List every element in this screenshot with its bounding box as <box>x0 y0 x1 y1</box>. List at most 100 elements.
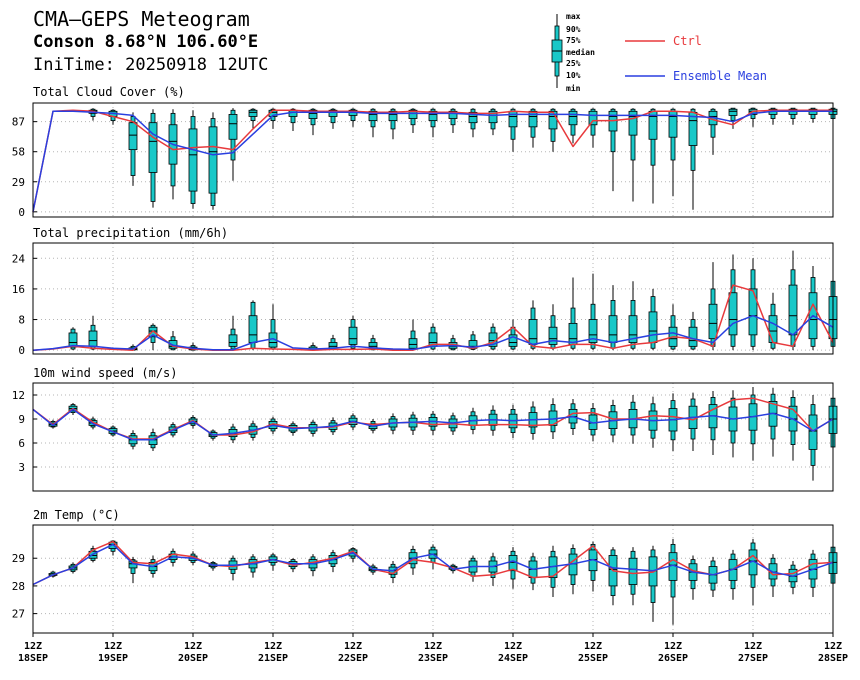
x-tick-label: 12Z <box>504 641 522 652</box>
y-tick-label: 24 <box>12 252 26 265</box>
x-tick-label: 12Z <box>584 641 602 652</box>
box-25-75 <box>448 110 458 119</box>
box-25-75 <box>248 315 258 343</box>
ensemble-box <box>528 552 538 591</box>
ensemble-box <box>708 391 718 455</box>
panel-title: 10m wind speed (m/s) <box>33 366 178 380</box>
x-tick-label: 12Z <box>184 641 202 652</box>
ensemble-box <box>628 547 638 606</box>
ensemble-box <box>568 108 578 144</box>
ctrl-line <box>32 109 833 212</box>
x-tick-date: 28SEP <box>818 653 848 664</box>
panel-frame <box>32 242 834 355</box>
x-tick-date: 26SEP <box>658 653 688 664</box>
x-tick-date: 23SEP <box>418 653 448 664</box>
box-25-75 <box>468 111 478 124</box>
legend: max 90% 75% median 25% 10% min Ctrl Ensemble Mea… <box>551 12 767 93</box>
ensemble-box <box>808 549 818 597</box>
ensemble-box <box>128 112 138 186</box>
meteogram-title: CMA—GEPS Meteogram <box>33 7 250 31</box>
ensemble-box <box>728 549 738 600</box>
ensemble-box <box>448 334 458 351</box>
ensemble-box <box>668 304 678 351</box>
x-tick-label: 12Z <box>104 641 122 652</box>
ensemble-box <box>748 258 758 351</box>
y-tick-label: 0 <box>18 206 25 219</box>
box-25-75 <box>88 330 98 347</box>
panel-title: 2m Temp (°C) <box>33 508 120 522</box>
ensemble-box <box>708 556 718 597</box>
panel-1: Total Cloud Cover (%) 0 29 58 87 <box>12 85 838 219</box>
x-tick-label: 12Z <box>344 641 362 652</box>
box-25-75 <box>508 110 518 128</box>
box-25-75 <box>708 303 718 340</box>
box-25-75 <box>408 109 418 119</box>
box-25-75 <box>528 110 538 128</box>
panel-3: 10m wind speed (m/s) 3 6 9 12 <box>12 366 838 492</box>
ensemble-box <box>268 304 278 351</box>
ensemble-box <box>608 547 618 606</box>
x-axis: 12Z18SEP12Z19SEP12Z20SEP12Z21SEP12Z22SEP… <box>18 633 848 664</box>
x-tick-label: 12Z <box>424 641 442 652</box>
ensemble-mean-line <box>32 110 833 212</box>
box-25-75 <box>308 109 318 119</box>
box-25-75 <box>228 114 238 140</box>
y-tick-label: 28 <box>12 580 25 593</box>
box-25-75 <box>628 315 638 343</box>
ensemble-box <box>168 109 178 200</box>
legend-box-label: 10% <box>566 71 581 80</box>
panel-frame <box>32 382 834 492</box>
ensemble-box <box>808 395 818 481</box>
ensemble-box <box>428 411 438 435</box>
box-25-75 <box>548 326 558 345</box>
y-tick-label: 0 <box>18 344 25 357</box>
y-tick-label: 58 <box>12 146 25 159</box>
ensemble-box <box>568 277 578 351</box>
ensemble-box <box>668 108 678 197</box>
ensemble-box <box>688 392 698 451</box>
panel-2: Total precipitation (mm/6h) 0 8 16 24 <box>12 226 838 357</box>
y-tick-label: 3 <box>18 461 25 474</box>
y-tick-label: 27 <box>12 608 25 621</box>
ensemble-box <box>788 390 798 461</box>
box-25-75 <box>388 110 398 122</box>
ensemble-box <box>548 304 558 351</box>
y-tick-label: 29 <box>12 176 25 189</box>
x-tick-date: 21SEP <box>258 653 288 664</box>
ensemble-box <box>628 108 638 202</box>
box-25-75 <box>648 311 658 343</box>
box-25-75 <box>688 326 698 347</box>
ensemble-box <box>528 300 538 351</box>
ensemble-box <box>248 108 258 129</box>
box-25-75 <box>488 110 498 124</box>
box-25-75 <box>68 332 78 348</box>
ensemble-box <box>688 555 698 600</box>
box-25-75 <box>728 108 738 116</box>
ensemble-box <box>348 315 358 351</box>
y-tick-label: 6 <box>18 437 25 450</box>
box-25-75 <box>768 315 778 343</box>
ensemble-box <box>488 552 498 586</box>
ensemble-box <box>248 554 258 578</box>
x-tick-date: 22SEP <box>338 653 368 664</box>
panel-4: 2m Temp (°C) 27 28 29 <box>12 508 838 634</box>
ensemble-box <box>668 393 678 451</box>
legend-box-label: 25% <box>566 59 581 68</box>
ensemble-box <box>408 411 418 435</box>
ensemble-box <box>688 311 698 351</box>
ensemble-box <box>208 112 218 210</box>
y-tick-label: 12 <box>12 389 25 402</box>
box-25-75 <box>248 109 258 117</box>
x-tick-date: 24SEP <box>498 653 528 664</box>
x-tick-label: 12Z <box>744 641 762 652</box>
box-25-75 <box>588 319 598 343</box>
ensemble-box <box>648 545 658 622</box>
y-tick-label: 29 <box>12 552 25 565</box>
legend-box-label: 90% <box>566 25 581 34</box>
box-25-75 <box>508 334 518 347</box>
ensemble-box <box>328 549 338 573</box>
box-25-75 <box>628 110 638 136</box>
ensemble-box <box>748 538 758 606</box>
ensemble-box <box>228 315 238 351</box>
